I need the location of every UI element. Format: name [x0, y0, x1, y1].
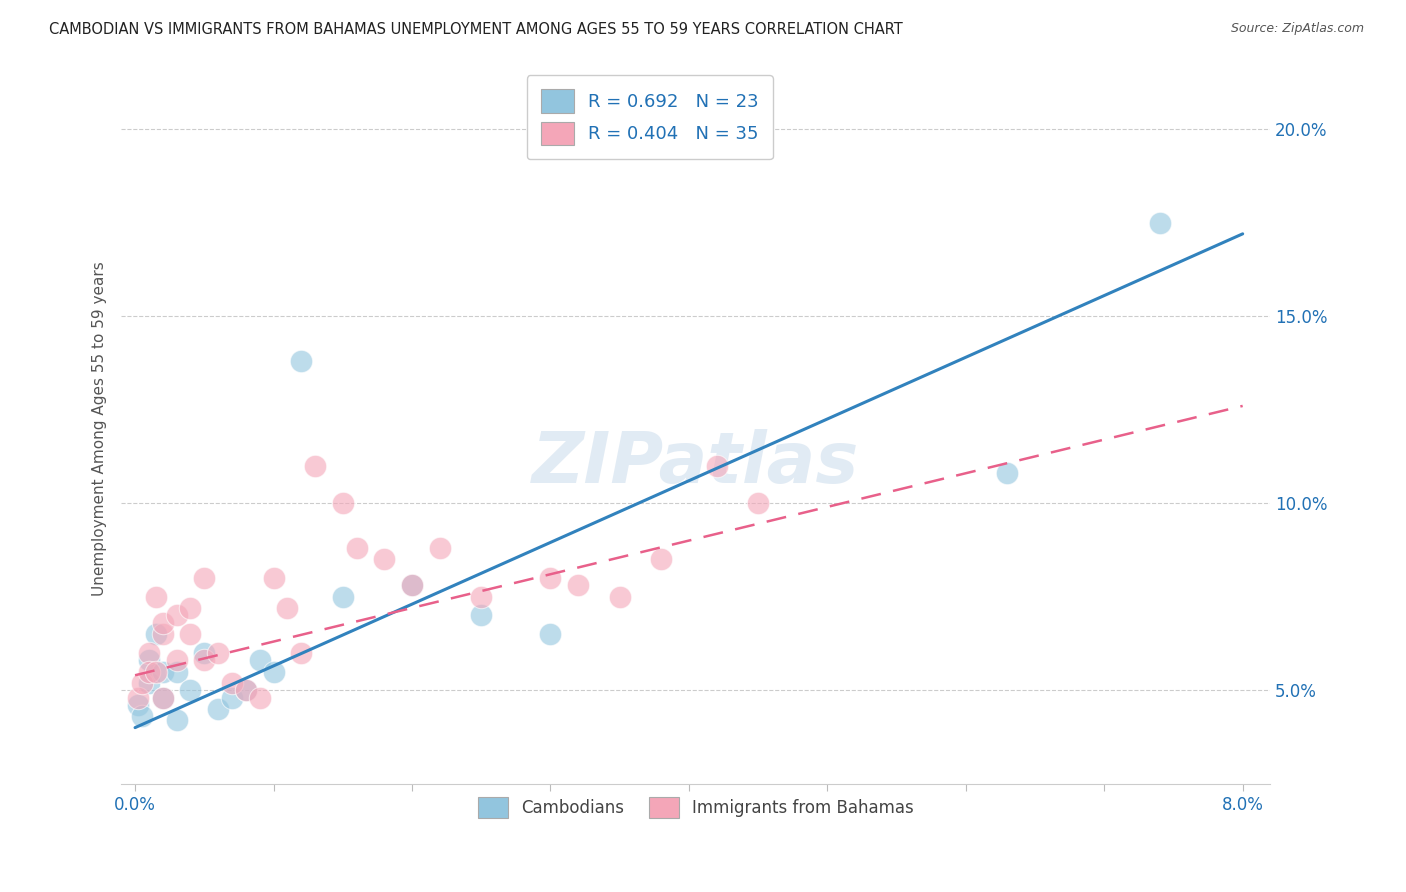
Point: [235, 683, 257, 698]
Legend: Cambodians, Immigrants from Bahamas: Cambodians, Immigrants from Bahamas: [471, 790, 921, 825]
Point: [401, 578, 423, 592]
Point: [166, 713, 188, 727]
Point: [145, 590, 167, 604]
Point: [1149, 216, 1171, 230]
Point: [193, 653, 215, 667]
Point: [304, 458, 326, 473]
Point: [538, 627, 561, 641]
Point: [373, 552, 395, 566]
Point: [207, 646, 229, 660]
Point: [193, 571, 215, 585]
Point: [131, 709, 153, 723]
Point: [235, 683, 257, 698]
Point: [179, 627, 201, 641]
Point: [145, 665, 167, 679]
Point: [152, 690, 174, 705]
Point: [152, 690, 174, 705]
Point: [609, 590, 631, 604]
Point: [290, 354, 312, 368]
Point: [263, 571, 285, 585]
Point: [179, 601, 201, 615]
Point: [538, 571, 561, 585]
Point: [152, 615, 174, 630]
Point: [401, 578, 423, 592]
Point: [429, 541, 451, 555]
Point: [127, 698, 149, 713]
Point: [995, 467, 1018, 481]
Point: [138, 675, 160, 690]
Point: [152, 627, 174, 641]
Point: [470, 590, 492, 604]
Text: CAMBODIAN VS IMMIGRANTS FROM BAHAMAS UNEMPLOYMENT AMONG AGES 55 TO 59 YEARS CORR: CAMBODIAN VS IMMIGRANTS FROM BAHAMAS UNE…: [49, 22, 903, 37]
Point: [207, 702, 229, 716]
Point: [166, 608, 188, 623]
Text: ZIPatlas: ZIPatlas: [531, 429, 859, 499]
Point: [179, 683, 201, 698]
Point: [145, 627, 167, 641]
Point: [221, 675, 243, 690]
Point: [131, 675, 153, 690]
Point: [221, 690, 243, 705]
Point: [263, 665, 285, 679]
Point: [152, 665, 174, 679]
Point: [567, 578, 589, 592]
Point: [249, 653, 271, 667]
Point: [166, 665, 188, 679]
Point: [747, 496, 769, 510]
Y-axis label: Unemployment Among Ages 55 to 59 years: Unemployment Among Ages 55 to 59 years: [93, 261, 107, 596]
Point: [706, 458, 728, 473]
Point: [127, 690, 149, 705]
Point: [290, 646, 312, 660]
Point: [138, 665, 160, 679]
Point: [193, 646, 215, 660]
Point: [138, 653, 160, 667]
Point: [470, 608, 492, 623]
Point: [249, 690, 271, 705]
Point: [138, 646, 160, 660]
Point: [650, 552, 672, 566]
Text: Source: ZipAtlas.com: Source: ZipAtlas.com: [1230, 22, 1364, 36]
Point: [276, 601, 298, 615]
Point: [332, 590, 354, 604]
Point: [346, 541, 368, 555]
Point: [332, 496, 354, 510]
Point: [166, 653, 188, 667]
